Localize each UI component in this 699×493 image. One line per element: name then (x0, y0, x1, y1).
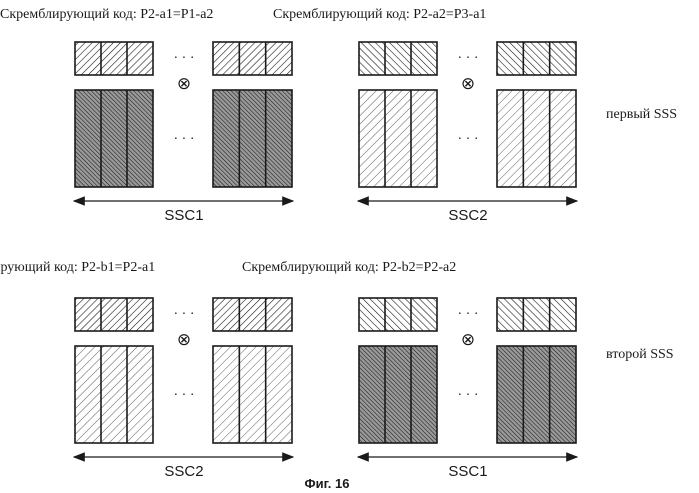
top-sequence-right (497, 42, 576, 75)
ellipsis-bottom: · · · (174, 132, 195, 147)
bottom-sequence-left (75, 346, 153, 443)
ssc-label: SSC1 (164, 207, 203, 224)
ellipsis-bottom: · · · (458, 388, 479, 403)
ssc-label: SSC2 (448, 207, 487, 224)
bottom-sequence-left (75, 90, 153, 187)
bottom-sequence-right (213, 346, 292, 443)
top-sequence-left (359, 298, 437, 331)
multiply-icon: ⊗ (177, 330, 191, 349)
panel-3: Скремблирующий код: P2-b1=P2-a1 · · · ⊗ · ·… (0, 260, 293, 480)
bottom-sequence-left (359, 90, 437, 187)
panel-2: Скремблирующий код: P2-a2=P3-a1 · · · ⊗ · ·… (273, 7, 577, 224)
scrambling-code-label: Скремблирующий код: P2-a2=P3-a1 (273, 7, 486, 22)
ellipsis-bottom: · · · (458, 132, 479, 147)
scrambling-code-label: Скремблирующий код: P2-b2=P2-a2 (242, 260, 456, 275)
second-sss-label: второй SSS (606, 347, 674, 362)
ssc-label: SSC2 (164, 463, 203, 480)
scrambling-code-label: Скремблирующий код: P2-b1=P2-a1 (0, 260, 155, 275)
multiply-icon: ⊗ (461, 74, 475, 93)
ellipsis-bottom: · · · (174, 388, 195, 403)
panel-1: Скремблирующий код: P2-a1=P1-a2 · · · ⊗ · ·… (0, 7, 293, 224)
top-sequence-right (497, 298, 576, 331)
ssc-label: SSC1 (448, 463, 487, 480)
top-sequence-right (213, 298, 292, 331)
multiply-icon: ⊗ (177, 74, 191, 93)
ellipsis-top: · · · (458, 307, 479, 322)
bottom-sequence-left (359, 346, 437, 443)
top-sequence-left (75, 298, 153, 331)
ellipsis-top: · · · (174, 307, 195, 322)
scrambling-code-label: Скремблирующий код: P2-a1=P1-a2 (0, 7, 213, 22)
top-sequence-right (213, 42, 292, 75)
bottom-sequence-right (497, 346, 576, 443)
top-sequence-left (359, 42, 437, 75)
ellipsis-top: · · · (458, 51, 479, 66)
top-sequence-left (75, 42, 153, 75)
first-sss-label: первый SSS (606, 107, 677, 122)
figure-caption: Фиг. 16 (305, 476, 350, 491)
ellipsis-top: · · · (174, 51, 195, 66)
bottom-sequence-right (213, 90, 292, 187)
bottom-sequence-right (497, 90, 576, 187)
multiply-icon: ⊗ (461, 330, 475, 349)
